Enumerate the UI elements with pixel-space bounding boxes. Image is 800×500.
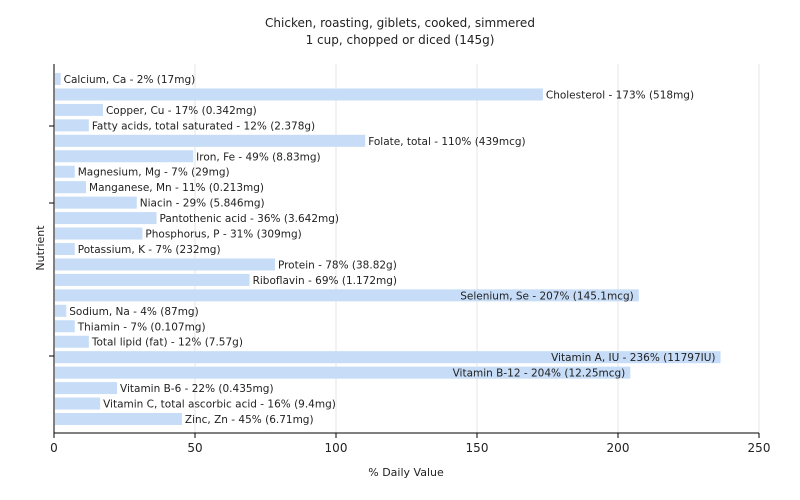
- bar: [55, 243, 75, 255]
- bar: [55, 335, 89, 348]
- bar-label: Zinc, Zn - 45% (6.71mg): [185, 414, 314, 426]
- bar: [55, 73, 61, 85]
- chart-title: Chicken, roasting, giblets, cooked, simm…: [265, 16, 535, 30]
- chart-subtitle: 1 cup, chopped or diced (145g): [306, 33, 495, 47]
- bar: [55, 134, 366, 147]
- bar-label: Magnesium, Mg - 7% (29mg): [78, 167, 230, 179]
- bar: [55, 103, 103, 116]
- bar: [55, 397, 101, 410]
- bar-label: Niacin - 29% (5.846mg): [140, 198, 265, 210]
- y-axis-title: Nutrient: [34, 225, 47, 271]
- bar-label: Calcium, Ca - 2% (17mg): [64, 74, 196, 86]
- bar-label: Selenium, Se - 207% (145.1mcg): [460, 290, 634, 302]
- bar-label: Pantothenic acid - 36% (3.642mg): [160, 213, 339, 225]
- bar: [55, 289, 639, 302]
- bar: [55, 351, 721, 364]
- bar-label: Vitamin B-12 - 204% (12.25mcg): [453, 368, 626, 380]
- x-axis-title: % Daily Value: [368, 466, 444, 479]
- bar-label: Iron, Fe - 49% (8.83mg): [196, 151, 320, 163]
- x-tick-label: 150: [466, 441, 489, 455]
- bar: [55, 304, 67, 317]
- x-tick-label: 250: [748, 441, 771, 455]
- bar: [55, 366, 631, 379]
- bar: [55, 320, 75, 333]
- bar-label: Cholesterol - 173% (518mg): [546, 89, 694, 101]
- bar-label: Fatty acids, total saturated - 12% (2.37…: [92, 120, 315, 132]
- bar: [55, 119, 89, 132]
- x-tick-label: 100: [325, 441, 348, 455]
- x-tick-label: 50: [187, 441, 202, 455]
- bar-label: Vitamin B-6 - 22% (0.435mg): [120, 383, 274, 395]
- bar-label: Folate, total - 110% (439mcg): [368, 136, 525, 148]
- bar: [55, 212, 157, 225]
- bar-label: Riboflavin - 69% (1.172mg): [253, 275, 397, 287]
- bar: [55, 88, 543, 101]
- x-tick-label: 0: [50, 441, 58, 455]
- bar-label: Copper, Cu - 17% (0.342mg): [106, 105, 257, 117]
- bar: [55, 413, 182, 425]
- bar-label: Potassium, K - 7% (232mg): [78, 244, 221, 256]
- bar: [55, 382, 118, 395]
- bar-label: Thiamin - 7% (0.107mg): [77, 321, 206, 333]
- bar: [55, 196, 137, 209]
- bar-label: Vitamin C, total ascorbic acid - 16% (9.…: [103, 399, 336, 411]
- bar: [55, 165, 75, 178]
- bar-label: Manganese, Mn - 11% (0.213mg): [89, 182, 264, 194]
- axes: 0 50 100 150 200 250: [49, 64, 770, 455]
- bar-label: Vitamin A, IU - 236% (11797IU): [551, 352, 715, 364]
- bar-label: Sodium, Na - 4% (87mg): [69, 306, 198, 318]
- bar: [55, 273, 250, 286]
- bar-label: Total lipid (fat) - 12% (7.57g): [91, 337, 243, 349]
- bar-label: Protein - 78% (38.82g): [278, 259, 397, 271]
- bar: [55, 258, 275, 271]
- bars: Calcium, Ca - 2% (17mg) Cholesterol - 173…: [55, 73, 721, 426]
- bar: [55, 227, 143, 240]
- x-tick-label: 200: [607, 441, 630, 455]
- bar: [55, 150, 194, 163]
- bar: [55, 181, 87, 194]
- bar-label: Phosphorus, P - 31% (309mg): [145, 229, 301, 241]
